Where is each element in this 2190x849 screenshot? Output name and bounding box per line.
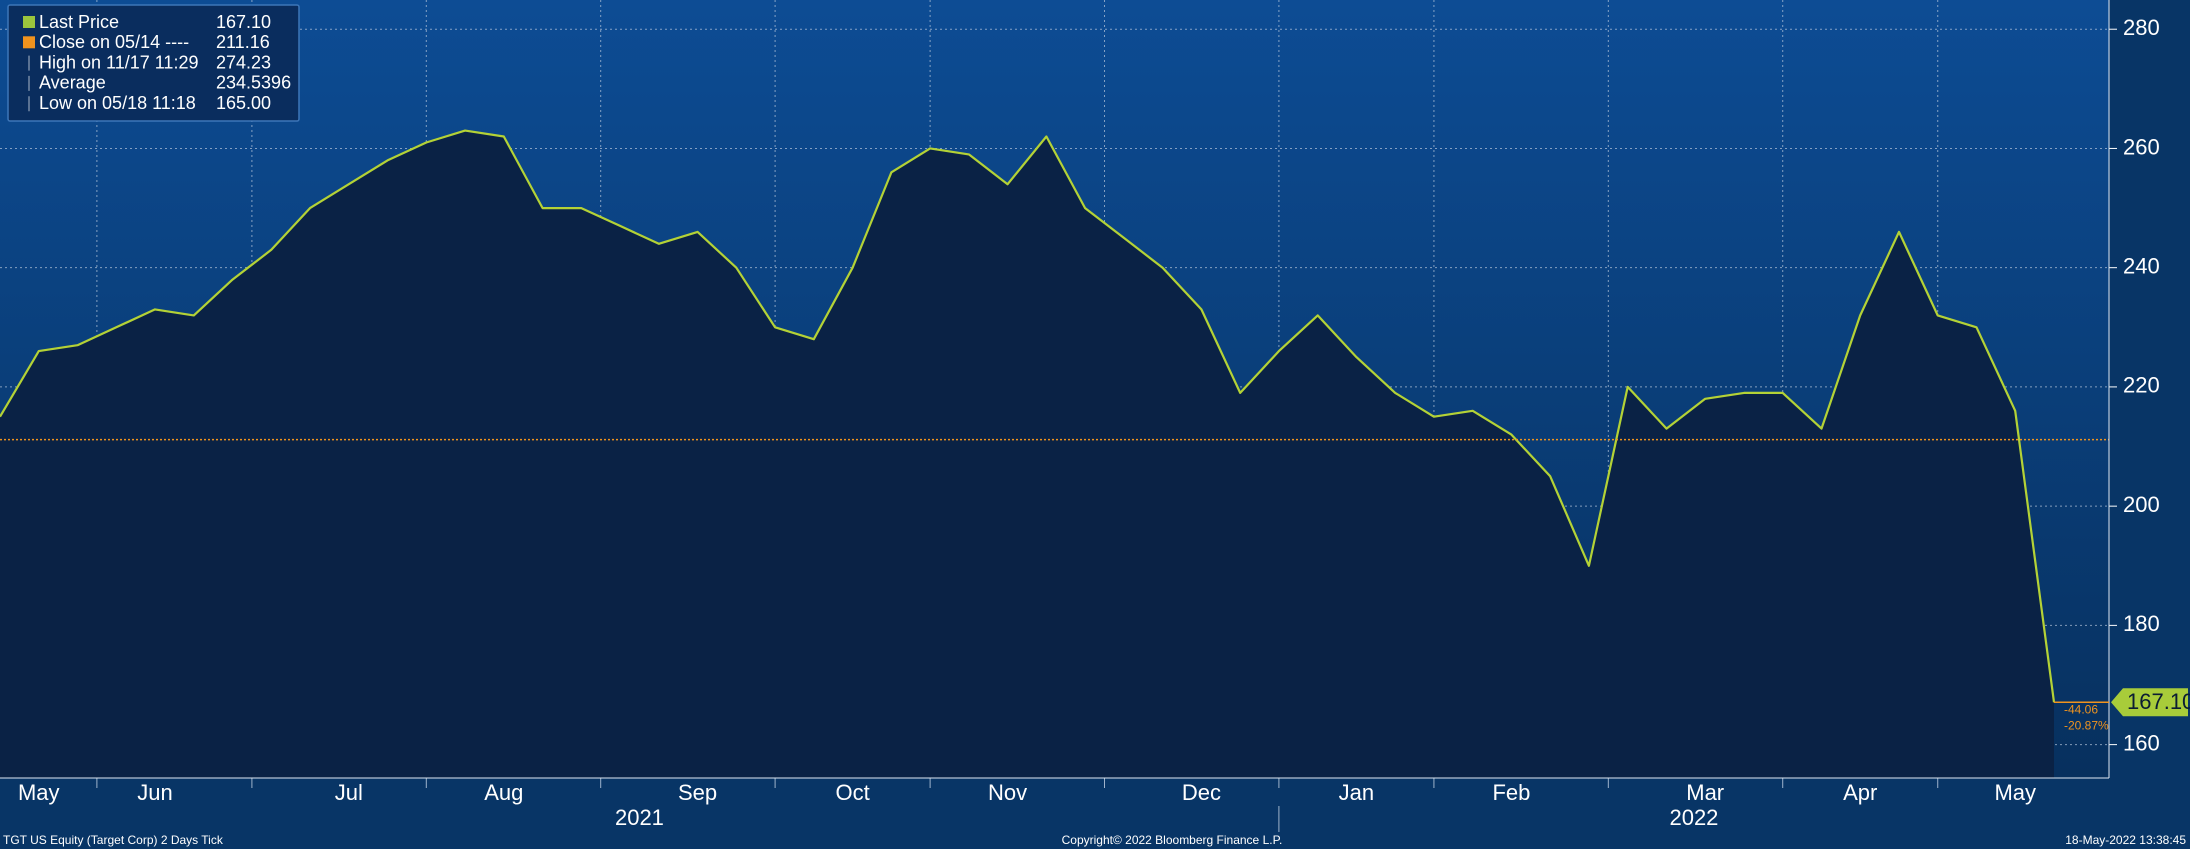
area: [0, 130, 2054, 779]
footer-left: TGT US Equity (Target Corp) 2 Days Tick: [3, 833, 224, 847]
legend-name: Close on 05/14 ----: [39, 32, 189, 52]
legend-swatch: [23, 36, 35, 49]
year-label: 2021: [615, 805, 664, 830]
change-value: -44.06: [2064, 702, 2098, 716]
legend-name: Low on 05/18 11:18: [39, 93, 196, 113]
legend-value: 211.16: [216, 32, 270, 52]
legend: Last Price 167.10 Close on 05/14 ---- 211.1…: [7, 4, 300, 122]
legend-value: 274.23: [216, 52, 271, 72]
footer-center: Copyright© 2022 Bloomberg Finance L.P.: [1062, 833, 1283, 847]
x-tick-label: Jul: [335, 780, 363, 805]
y-tick-label: 160: [2123, 730, 2160, 755]
x-tick-label: Dec: [1182, 780, 1221, 805]
x-tick-label: Jun: [137, 780, 172, 805]
price-line: [0, 129, 2056, 703]
legend-value: 234.5396: [216, 73, 291, 93]
legend-value: 165.00: [216, 93, 271, 113]
y-tick-label: 240: [2123, 253, 2160, 278]
footer-right: 18-May-2022 13:38:45: [2065, 833, 2186, 847]
x-tick-label: Sep: [678, 780, 717, 805]
last-price-tag: [2111, 688, 2188, 717]
y-tick-label: 280: [2123, 15, 2160, 40]
x-tick-label: May: [18, 780, 60, 805]
x-tick-label: Aug: [484, 780, 523, 805]
x-tick-label: Mar: [1686, 780, 1724, 805]
x-tick-label: Oct: [835, 780, 869, 805]
x-tick-label: Apr: [1843, 780, 1877, 805]
x-tick-label: Feb: [1492, 780, 1530, 805]
y-tick-label: 180: [2123, 611, 2160, 636]
x-tick-label: Jan: [1339, 780, 1374, 805]
legend-name: Last Price: [39, 12, 119, 32]
legend-box: [7, 4, 300, 122]
change-percent: -20.87%: [2064, 718, 2109, 732]
y-tick-label: 260: [2123, 134, 2160, 159]
y-tick-label: 200: [2123, 492, 2160, 517]
y-tick-label: 220: [2123, 373, 2160, 398]
year-label: 2022: [1669, 805, 1718, 830]
last-price-label: 167.10: [2127, 689, 2190, 714]
x-tick-label: May: [1994, 780, 2036, 805]
legend-value: 167.10: [216, 12, 271, 32]
x-tick-label: Nov: [988, 780, 1027, 805]
legend-name: Average: [39, 73, 106, 93]
legend-name: High on 11/17 11:29: [39, 52, 198, 72]
legend-swatch: [23, 16, 35, 28]
